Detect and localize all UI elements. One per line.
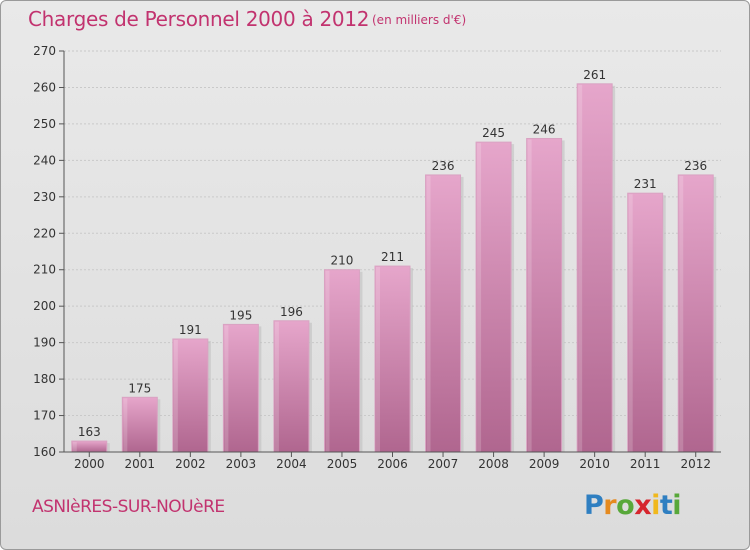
commune-name: ASNIèRES-SUR-NOUèRE — [32, 497, 225, 517]
bar-value-label: 163 — [78, 425, 101, 439]
bar — [475, 141, 512, 453]
x-tick-label: 2003 — [226, 457, 257, 471]
bar-value-label: 210 — [331, 254, 354, 268]
y-tick-label: 210 — [33, 263, 56, 277]
bar — [526, 137, 563, 453]
y-tick-label: 170 — [33, 409, 56, 423]
x-tick-label: 2005 — [327, 457, 358, 471]
bar-value-label: 175 — [128, 381, 151, 395]
y-tick-label: 190 — [33, 336, 56, 350]
x-tick-label: 2002 — [175, 457, 206, 471]
y-tick-label: 200 — [33, 299, 56, 313]
bar — [627, 192, 664, 453]
y-tick-label: 240 — [33, 153, 56, 167]
bar-value-label: 191 — [179, 323, 202, 337]
x-tick-label: 2011 — [630, 457, 661, 471]
y-tick-label: 260 — [33, 80, 56, 94]
bar-highlight — [527, 139, 532, 452]
bar-highlight — [274, 321, 279, 452]
bar-highlight — [679, 175, 684, 453]
x-tick-label: 2004 — [276, 457, 307, 471]
chart-title: Charges de Personnel 2000 à 2012 — [28, 7, 370, 31]
bar-highlight — [426, 175, 431, 453]
bar — [172, 338, 209, 453]
bar-value-label: 211 — [381, 250, 404, 264]
bar-highlight — [628, 194, 633, 452]
y-tick-label: 220 — [33, 226, 56, 240]
bar-value-label: 245 — [482, 126, 505, 140]
bar — [576, 83, 613, 453]
bars-layer — [71, 83, 717, 453]
bar-value-label: 236 — [684, 159, 707, 173]
bar — [222, 323, 259, 453]
y-tick-label: 230 — [33, 190, 56, 204]
bar-value-label: 261 — [583, 68, 606, 82]
proxiti-logo: Proxiti — [584, 490, 682, 521]
y-tick-label: 160 — [33, 445, 56, 459]
axis-layer: 160 170 180 190 200 210 220 230 240 250 260 270 2000… — [33, 44, 721, 471]
bar — [71, 440, 108, 453]
x-tick-label: 2008 — [478, 457, 509, 471]
labels-layer: 163 175 191 195 196 210 211 236 245 246 261 231 236 — [78, 68, 707, 439]
x-tick-label: 2007 — [428, 457, 459, 471]
bar-value-label: 195 — [229, 308, 252, 322]
x-tick-label: 2001 — [125, 457, 156, 471]
bar-highlight — [376, 267, 380, 452]
chart-unit-label: (en milliers d'€) — [372, 13, 467, 27]
x-tick-label: 2000 — [74, 457, 105, 471]
bar-value-label: 231 — [634, 177, 657, 191]
bar — [677, 174, 714, 453]
x-tick-label: 2010 — [579, 457, 610, 471]
x-tick-label: 2009 — [529, 457, 560, 471]
bar — [323, 269, 360, 453]
bar — [374, 265, 411, 453]
x-tick-label: 2012 — [680, 457, 711, 471]
bar-value-label: 196 — [280, 305, 303, 319]
x-tick-label: 2006 — [377, 457, 408, 471]
bar-highlight — [173, 339, 178, 452]
bar-highlight — [72, 442, 77, 452]
bar-value-label: 236 — [432, 159, 455, 173]
bar-value-label: 246 — [533, 122, 556, 136]
bar-highlight — [123, 398, 128, 452]
y-tick-label: 250 — [33, 117, 56, 131]
bar-highlight — [578, 84, 583, 453]
y-tick-label: 270 — [33, 44, 56, 58]
y-tick-label: 180 — [33, 372, 56, 386]
bar-highlight — [224, 325, 229, 452]
bar — [273, 320, 310, 453]
bar-highlight — [477, 143, 482, 453]
bar — [425, 174, 462, 453]
bar-highlight — [325, 270, 330, 452]
bar — [121, 396, 158, 453]
